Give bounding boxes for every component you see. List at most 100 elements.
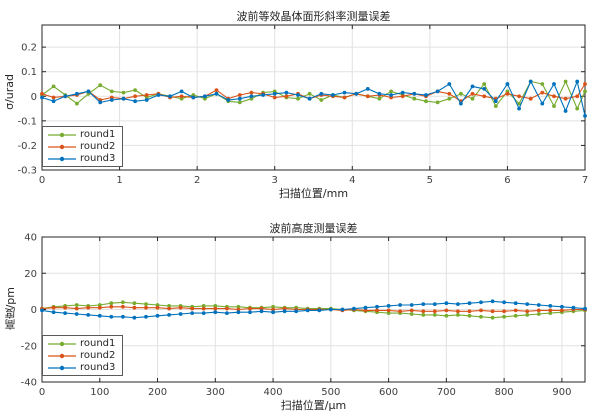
data-point-round2 [236, 307, 241, 312]
data-point-round2 [447, 91, 452, 96]
data-point-round3 [133, 99, 138, 104]
data-point-round3 [375, 304, 379, 309]
data-point-round3 [583, 306, 587, 311]
data-point-round3 [552, 82, 556, 86]
y-tick-label: -0.1 [17, 116, 37, 127]
data-point-round3 [97, 313, 102, 318]
data-point-round3 [178, 312, 183, 316]
data-point-round3 [86, 313, 91, 317]
data-point-round3 [155, 313, 160, 318]
data-point-round2 [444, 308, 449, 313]
legend-swatch-round2 [48, 353, 76, 359]
x-tick-label: 1 [116, 175, 122, 186]
data-point-round1 [563, 79, 568, 84]
y-tick-label: 0 [31, 305, 37, 316]
data-point-round1 [201, 304, 206, 308]
legend-label: round2 [80, 141, 116, 152]
data-point-round3 [236, 310, 241, 315]
data-point-round3 [40, 308, 44, 313]
data-point-round1 [155, 303, 160, 307]
data-point-round3 [168, 94, 172, 99]
data-point-round1 [109, 89, 114, 94]
data-point-round2 [178, 305, 183, 310]
data-point-round1 [517, 101, 521, 106]
data-point-round3 [421, 302, 426, 306]
data-point-round3 [132, 315, 137, 320]
data-point-round1 [121, 90, 126, 95]
data-point-round2 [398, 309, 402, 314]
y-tick-label: -20 [21, 341, 37, 352]
data-point-round1 [237, 100, 242, 105]
data-point-round1 [540, 82, 545, 86]
data-point-round3 [51, 310, 56, 315]
x-axis-label-slope: 扫描位置/mm [278, 187, 349, 200]
data-point-round3 [363, 305, 368, 310]
data-point-round1 [467, 313, 472, 318]
chart-title-height-error: 波前高度测量误差 [269, 222, 358, 235]
data-point-round1 [74, 303, 79, 307]
data-point-round2 [517, 94, 521, 99]
series-line-round3 [41, 300, 586, 319]
legend-slope-error: round1 round2 round3 [42, 126, 123, 167]
data-point-round3 [294, 309, 299, 314]
legend-marker [59, 144, 65, 150]
data-point-round3 [74, 312, 79, 316]
data-point-round2 [342, 95, 347, 100]
data-point-round2 [190, 306, 195, 311]
data-point-round2 [272, 95, 277, 100]
data-point-round2 [409, 308, 414, 313]
data-point-round3 [63, 94, 68, 99]
series-line-round2 [41, 306, 585, 312]
x-tick-label: 5 [427, 175, 433, 186]
data-point-round3 [214, 91, 219, 96]
data-point-round1 [412, 96, 417, 101]
legend-swatch-round3 [48, 156, 76, 162]
data-point-round3 [226, 98, 231, 102]
x-tick-label: 900 [552, 387, 571, 398]
data-point-round2 [201, 306, 206, 311]
x-tick-label: 600 [379, 387, 398, 398]
data-point-round3 [354, 91, 359, 96]
data-point-round2 [179, 94, 184, 99]
data-point-round1 [75, 101, 79, 106]
data-point-round3 [282, 309, 287, 314]
data-point-round3 [331, 93, 335, 97]
data-point-round2 [167, 306, 172, 311]
legend-marker [59, 341, 65, 347]
data-point-round1 [444, 313, 449, 318]
data-point-round1 [493, 104, 498, 108]
data-point-round3 [328, 307, 333, 312]
y-tick-label: -40 [21, 378, 37, 389]
data-point-round3 [144, 98, 149, 102]
data-point-round1 [432, 313, 437, 317]
data-point-round2 [467, 309, 472, 314]
data-point-round2 [552, 94, 556, 99]
data-point-round2 [505, 91, 510, 96]
data-point-round1 [144, 302, 148, 306]
data-point-round2 [51, 305, 56, 310]
data-point-round2 [259, 306, 264, 311]
data-point-round2 [365, 94, 370, 99]
data-point-round2 [109, 304, 114, 309]
data-point-round1 [51, 84, 56, 89]
data-point-round3 [179, 89, 184, 94]
data-point-round2 [490, 309, 495, 314]
data-point-round1 [583, 89, 587, 94]
data-point-round3 [191, 95, 196, 100]
data-point-round2 [482, 94, 487, 99]
data-point-round3 [459, 101, 463, 106]
data-point-round1 [575, 106, 580, 111]
data-point-round3 [352, 306, 356, 311]
data-point-round3 [386, 304, 391, 308]
data-point-round3 [75, 91, 79, 96]
data-point-round1 [409, 312, 414, 316]
data-point-round3 [571, 305, 576, 310]
data-point-round3 [482, 87, 487, 91]
data-point-round3 [424, 93, 428, 97]
data-point-round2 [548, 308, 553, 313]
data-point-round2 [560, 308, 564, 313]
plot-area-slope-error: 0 1 2 3 4 5 6 7 -0.3 -0.2 -0.1 0 0.1 0.2 [17, 24, 588, 186]
data-point-round3 [536, 303, 541, 307]
data-point-round3 [296, 93, 300, 97]
x-tick-label: 6 [504, 175, 510, 186]
